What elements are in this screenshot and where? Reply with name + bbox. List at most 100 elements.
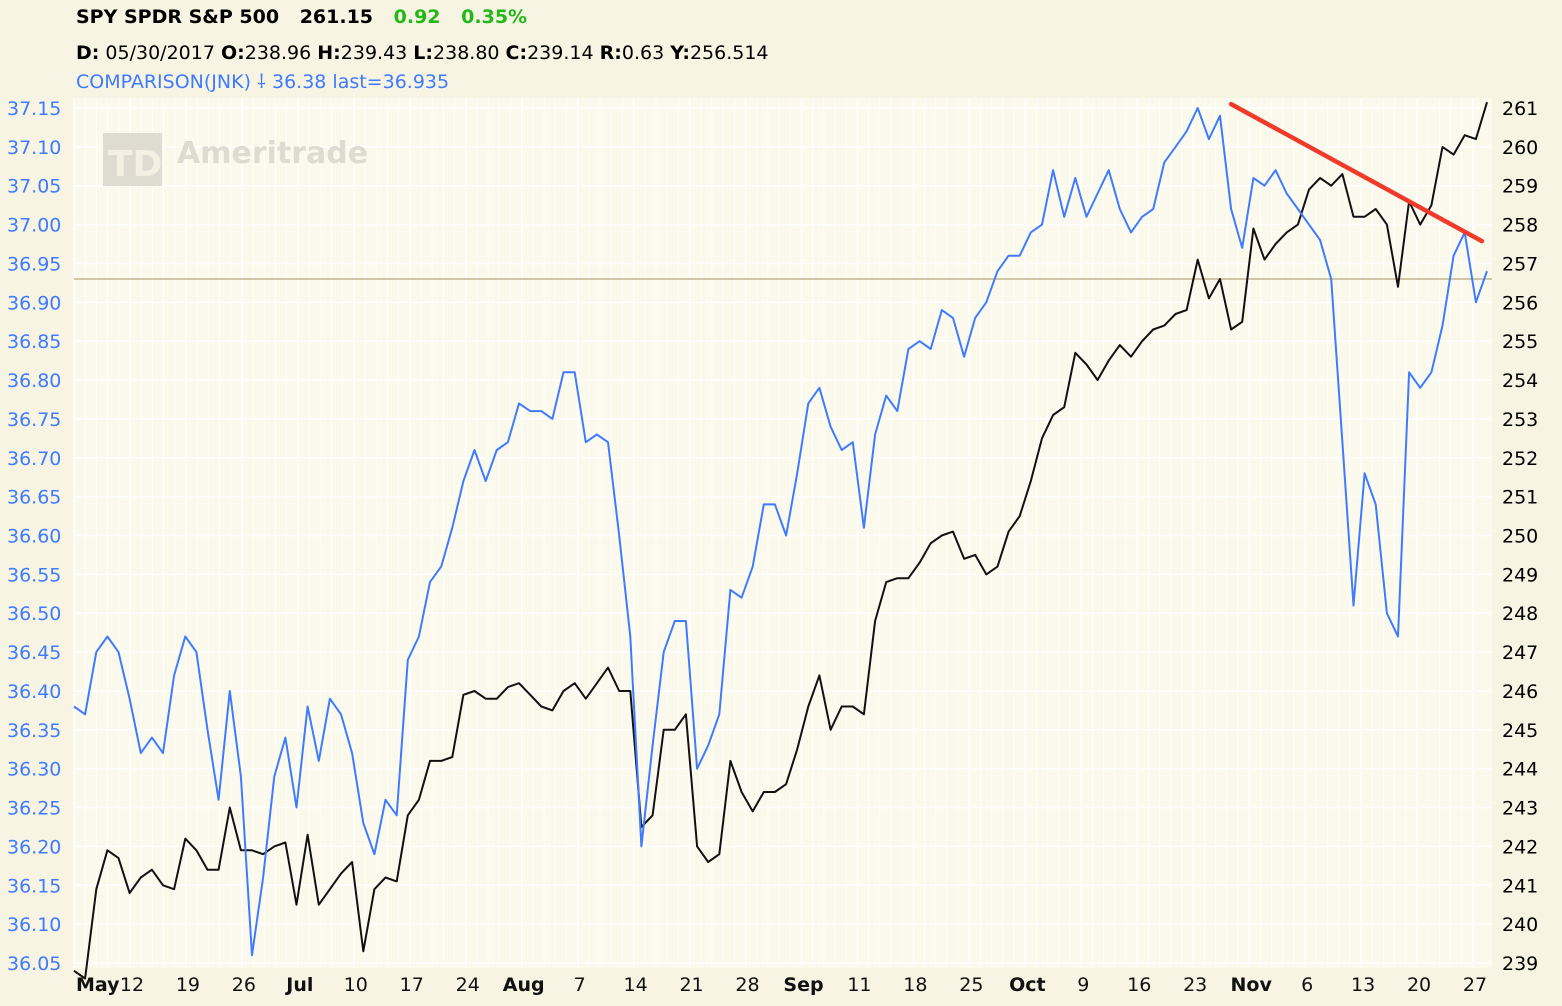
close-value: 239.14: [527, 42, 594, 64]
right-tick-label: 243: [1502, 798, 1538, 820]
grid: [73, 98, 1492, 968]
x-tick-label: 13: [1351, 974, 1375, 996]
left-tick-label: 36.25: [7, 798, 61, 820]
right-tick-label: 244: [1502, 759, 1538, 781]
x-tick-label: Jul: [284, 974, 313, 996]
x-tick-label: 18: [903, 974, 927, 996]
high-value: 239.43: [340, 42, 408, 64]
range-value: 0.63: [621, 42, 665, 64]
left-tick-label: 37.10: [7, 137, 61, 159]
series-layer: [73, 101, 1488, 980]
svg-text:TD: TD: [108, 144, 162, 185]
x-tick-label: Nov: [1230, 974, 1272, 996]
x-tick-label: 27: [1463, 974, 1487, 996]
left-tick-label: 36.60: [7, 526, 61, 548]
x-tick-label: Aug: [503, 974, 545, 996]
left-tick-label: 36.15: [7, 875, 61, 897]
ohlc-readout: D: 05/30/2017 O:238.96 H:239.43 L:238.80…: [76, 42, 769, 64]
range-label: R:: [599, 42, 622, 64]
left-tick-label: 36.55: [7, 564, 61, 586]
left-tick-label: 36.35: [7, 720, 61, 742]
price-change-percent: 0.35%: [461, 6, 528, 28]
left-tick-label: 36.80: [7, 370, 61, 392]
x-tick-label: 9: [1077, 974, 1089, 996]
comparison-readout: COMPARISON(JNK) ⸸ 36.38 last=36.935: [76, 71, 450, 93]
right-tick-label: 257: [1502, 253, 1538, 275]
right-axis: 261 260 259 258 257 256 255 254 253 252 251 250 249 2…: [1502, 98, 1538, 975]
x-tick-label: 11: [847, 974, 871, 996]
x-tick-label: 14: [624, 974, 648, 996]
right-tick-label: 245: [1502, 720, 1538, 742]
right-tick-label: 250: [1502, 526, 1538, 548]
x-tick-label: 20: [1407, 974, 1431, 996]
right-tick-label: 239: [1502, 953, 1538, 975]
right-tick-label: 254: [1502, 370, 1538, 392]
td-logo: TD: [103, 133, 162, 186]
left-tick-label: 36.65: [7, 487, 61, 509]
quote-header: SPY SPDR S&P 500 261.15 0.92 0.35%: [76, 6, 541, 28]
left-tick-label: 36.45: [7, 642, 61, 664]
x-tick-label: 17: [400, 974, 424, 996]
left-tick-label: 36.10: [7, 914, 61, 936]
low-label: L:: [413, 42, 434, 64]
open-value: 238.96: [244, 42, 312, 64]
right-tick-label: 246: [1502, 681, 1538, 703]
right-tick-label: 251: [1502, 487, 1538, 509]
date-label: D:: [76, 42, 100, 64]
plot-area: [74, 98, 1492, 968]
x-tick-label: 24: [456, 974, 480, 996]
x-tick-label: 19: [176, 974, 200, 996]
x-tick-label: 7: [574, 974, 586, 996]
right-tick-label: 261: [1502, 98, 1538, 120]
left-axis: 37.15 37.10 37.05 37.00 36.95 36.90 36.85 36.80…: [7, 98, 61, 975]
left-tick-label: 37.00: [7, 215, 61, 237]
right-tick-label: 242: [1502, 836, 1538, 858]
left-tick-label: 36.90: [7, 292, 61, 314]
right-tick-label: 255: [1502, 331, 1538, 353]
trendline: [1228, 101, 1485, 244]
left-tick-label: 36.50: [7, 603, 61, 625]
x-tick-label: 10: [344, 974, 368, 996]
left-tick-label: 36.05: [7, 953, 61, 975]
right-tick-label: 252: [1502, 448, 1538, 470]
open-label: O:: [220, 42, 245, 64]
left-tick-label: 36.85: [7, 331, 61, 353]
watermark-text: Ameritrade: [177, 136, 368, 171]
x-tick-label: 6: [1301, 974, 1313, 996]
right-tick-label: 248: [1502, 603, 1538, 625]
right-tick-label: 256: [1502, 292, 1538, 314]
left-tick-label: 36.40: [7, 681, 61, 703]
right-tick-label: 247: [1502, 642, 1538, 664]
left-tick-label: 36.95: [7, 253, 61, 275]
right-tick-label: 241: [1502, 875, 1538, 897]
price-change: 0.92: [393, 6, 441, 28]
left-tick-label: 36.75: [7, 409, 61, 431]
last-price: 261.15: [299, 6, 374, 28]
low-value: 238.80: [433, 42, 500, 64]
x-axis: May 12 19 26 Jul 10 17 24 Aug 7 14 21 28 Sep 11 18 25 Oct…: [76, 974, 1487, 996]
date-value: 05/30/2017: [105, 42, 215, 64]
right-tick-label: 258: [1502, 215, 1538, 237]
right-tick-label: 259: [1502, 176, 1538, 198]
spy-series-line: [73, 101, 1488, 980]
jnk-series-line: [73, 107, 1488, 957]
y-value: 256.514: [689, 42, 769, 64]
left-tick-label: 36.70: [7, 448, 61, 470]
left-tick-label: 37.05: [7, 176, 61, 198]
high-label: H:: [317, 42, 341, 64]
x-tick-label: 21: [679, 974, 703, 996]
right-tick-label: 249: [1502, 564, 1538, 586]
x-tick-label: 26: [232, 974, 256, 996]
trendline-layer: [1228, 101, 1485, 244]
left-tick-label: 36.30: [7, 759, 61, 781]
x-tick-label: 16: [1127, 974, 1151, 996]
y-label: Y:: [670, 42, 690, 64]
x-tick-label: 23: [1183, 974, 1207, 996]
x-tick-label: May: [76, 974, 120, 996]
left-tick-label: 36.20: [7, 836, 61, 858]
x-tick-label: 25: [959, 974, 983, 996]
x-tick-label: 28: [735, 974, 759, 996]
close-label: C:: [505, 42, 528, 64]
